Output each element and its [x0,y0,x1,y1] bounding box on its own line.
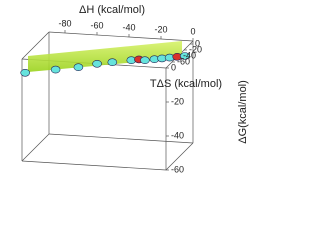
point [20,69,31,77]
fit-plane [28,41,182,72]
y-tick-label: 0 [195,38,200,48]
box-edge [21,31,50,60]
box-edge [21,133,50,162]
z-tick-label: -40 [171,130,184,140]
z-tick-label: 0 [171,62,176,72]
box-edge [21,160,167,171]
y-tick-label: -60 [177,56,190,66]
point [73,63,84,71]
y-axis-label: TΔS (kcal/mol) [150,78,222,90]
chart: ΔH (kcal/mol) TΔS (kcal/mol) ΔG(kcal/mol… [20,4,249,174]
points [20,52,190,77]
z-tick-label: -20 [171,96,184,106]
point [50,65,61,74]
box-edge [48,31,194,42]
box-edge [165,142,194,171]
x-tick-label: -80 [58,18,71,28]
z-axis-label: ΔG(kcal/mol) [237,80,249,144]
x-tick-label: -20 [154,24,167,34]
point [140,56,150,65]
x-tick-label: -60 [90,20,103,30]
point [92,59,102,68]
x-axis-label: ΔH (kcal/mol) [79,4,145,16]
point [180,52,190,60]
point [107,58,118,67]
y-tick-label: -20 [189,44,202,54]
x-tick-label: -40 [122,22,135,32]
box-edge [48,133,194,144]
y-tick-label: -40 [183,50,196,60]
x-tick-label: 0 [190,26,195,36]
z-tick-label: -60 [171,164,184,174]
